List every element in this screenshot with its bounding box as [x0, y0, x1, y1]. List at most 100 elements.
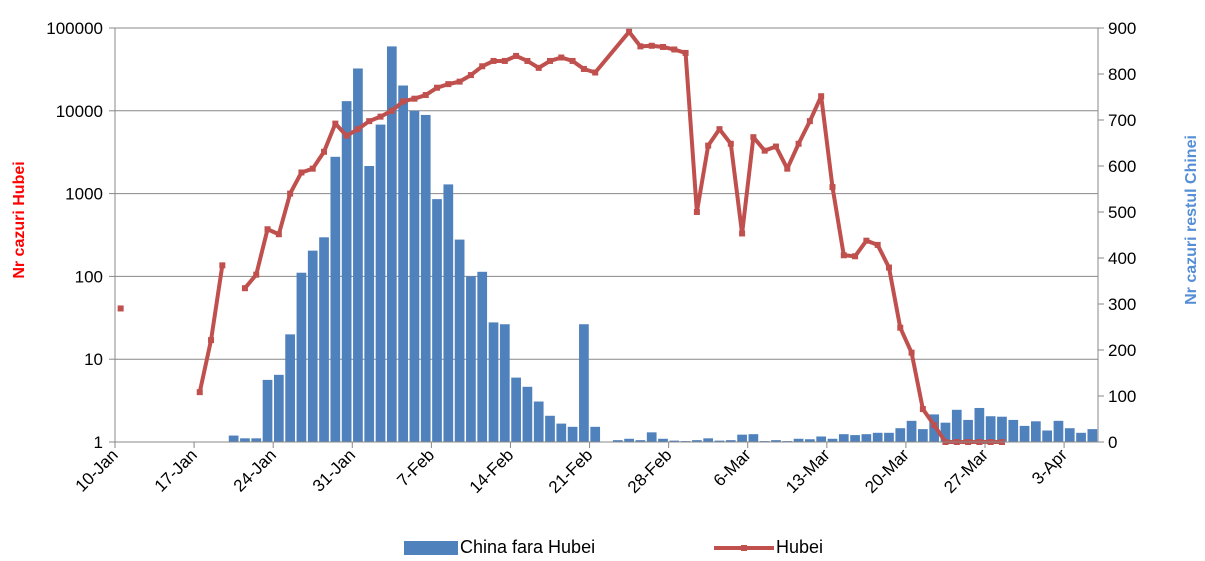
y-right-tick-1: 100	[1108, 387, 1136, 406]
bar-29	[443, 184, 454, 442]
y-right-tick-2: 200	[1108, 341, 1136, 360]
bar-26	[409, 110, 420, 443]
hubei-point-35	[513, 52, 520, 59]
hubei-point-17	[309, 165, 316, 172]
hubei-point-16	[298, 169, 305, 176]
hubei-point-42	[592, 69, 599, 76]
bar-80	[1019, 425, 1030, 442]
hubei-point-21	[354, 126, 361, 133]
hubei-point-29	[445, 81, 452, 88]
axes	[109, 27, 1104, 448]
x-tick-2: 24-Jan	[230, 445, 280, 495]
hubei-point-13	[264, 226, 271, 233]
bar-58	[771, 440, 781, 442]
bar-38	[545, 415, 555, 442]
hubei-point-24	[388, 107, 395, 114]
bar-21	[353, 68, 363, 442]
y-right-tick-9: 900	[1108, 19, 1136, 38]
bar-41	[579, 324, 589, 442]
bar-61	[805, 439, 815, 442]
y-right-tick-0: 0	[1108, 433, 1117, 452]
y-left-tick-3: 1000	[65, 185, 103, 204]
x-tick-8: 6-Mar	[710, 445, 755, 490]
hubei-point-67	[874, 241, 881, 248]
bar-86	[1087, 429, 1098, 442]
bar-16	[296, 272, 307, 442]
y-right-tick-7: 700	[1108, 111, 1136, 130]
hubei-point-54	[727, 140, 734, 147]
bar-74	[951, 409, 962, 442]
bar-18	[319, 237, 329, 442]
y-right-axis-title: Nr cazuri restul Chinei	[1183, 135, 1200, 305]
hubei-point-45	[626, 28, 633, 35]
bar-56	[748, 434, 759, 442]
bar-24	[386, 46, 397, 443]
hubei-point-25	[400, 98, 407, 105]
hubei-point-61	[806, 118, 813, 125]
bar-46	[635, 440, 646, 442]
bar-60	[793, 438, 804, 442]
y-left-tick-4: 10000	[56, 102, 103, 121]
bar-65	[850, 435, 860, 442]
hubei-point-26	[411, 95, 418, 102]
bar-42	[590, 426, 601, 442]
hubei-point-64	[840, 252, 847, 259]
hubei-point-12	[253, 271, 260, 278]
y-left-tick-2: 100	[75, 267, 103, 286]
bar-49	[669, 440, 680, 442]
bar-25	[398, 85, 408, 442]
hubei-point-14	[275, 231, 282, 238]
bar-17	[307, 250, 318, 442]
hubei-point-31	[467, 72, 474, 79]
hubei-point-30	[456, 78, 463, 85]
bar-82	[1042, 430, 1053, 442]
hubei-point-38	[547, 57, 554, 64]
bar-77	[985, 416, 996, 442]
x-tick-4: 7-Feb	[393, 445, 438, 490]
hubei-point-63	[829, 184, 836, 191]
bar-27	[420, 114, 431, 442]
bar-84	[1064, 428, 1075, 442]
hubei-point-36	[524, 57, 531, 64]
bar-71	[918, 429, 928, 442]
bar-68	[884, 432, 894, 442]
legend-swatch-bars	[404, 541, 458, 555]
hubei-point-50	[682, 49, 689, 56]
bar-31	[466, 276, 476, 442]
x-tick-9: 13-Mar	[782, 445, 834, 497]
bar-55	[737, 434, 747, 442]
bar-35	[511, 377, 521, 442]
y-left-tick-labels: 1 10 100 1000 10000 100000	[46, 19, 103, 452]
hubei-point-8	[208, 337, 215, 344]
hubei-point-33	[490, 57, 497, 64]
bar-37	[533, 401, 544, 442]
hubei-point-59	[784, 165, 791, 172]
hubei-point-32	[479, 63, 486, 70]
hubei-point-57	[761, 147, 768, 154]
bar-70	[906, 420, 917, 442]
x-tick-11: 27-Mar	[940, 445, 992, 497]
bar-13	[262, 379, 273, 442]
hubei-point-68	[885, 264, 892, 271]
legend: China fara Hubei Hubei	[404, 537, 823, 557]
bar-78	[997, 416, 1007, 442]
hubei-point-51	[693, 208, 700, 215]
hubei-point-69	[897, 324, 904, 331]
legend-swatch-line-marker	[741, 545, 747, 551]
x-tick-0: 10-Jan	[72, 445, 122, 495]
bar-12	[251, 438, 262, 442]
bar-76	[974, 407, 985, 442]
x-tick-5: 14-Feb	[466, 445, 518, 497]
hubei-point-65	[852, 253, 859, 260]
bar-83	[1053, 420, 1064, 442]
hubei-point-48	[659, 43, 666, 50]
hubei-point-72	[931, 422, 938, 429]
bar-79	[1008, 419, 1019, 442]
y-right-tick-6: 600	[1108, 157, 1136, 176]
bar-40	[567, 426, 578, 442]
bar-47	[646, 432, 657, 442]
hubei-point-27	[422, 92, 429, 99]
hubei-point-0	[117, 305, 124, 312]
y-right-tick-5: 500	[1108, 203, 1136, 222]
